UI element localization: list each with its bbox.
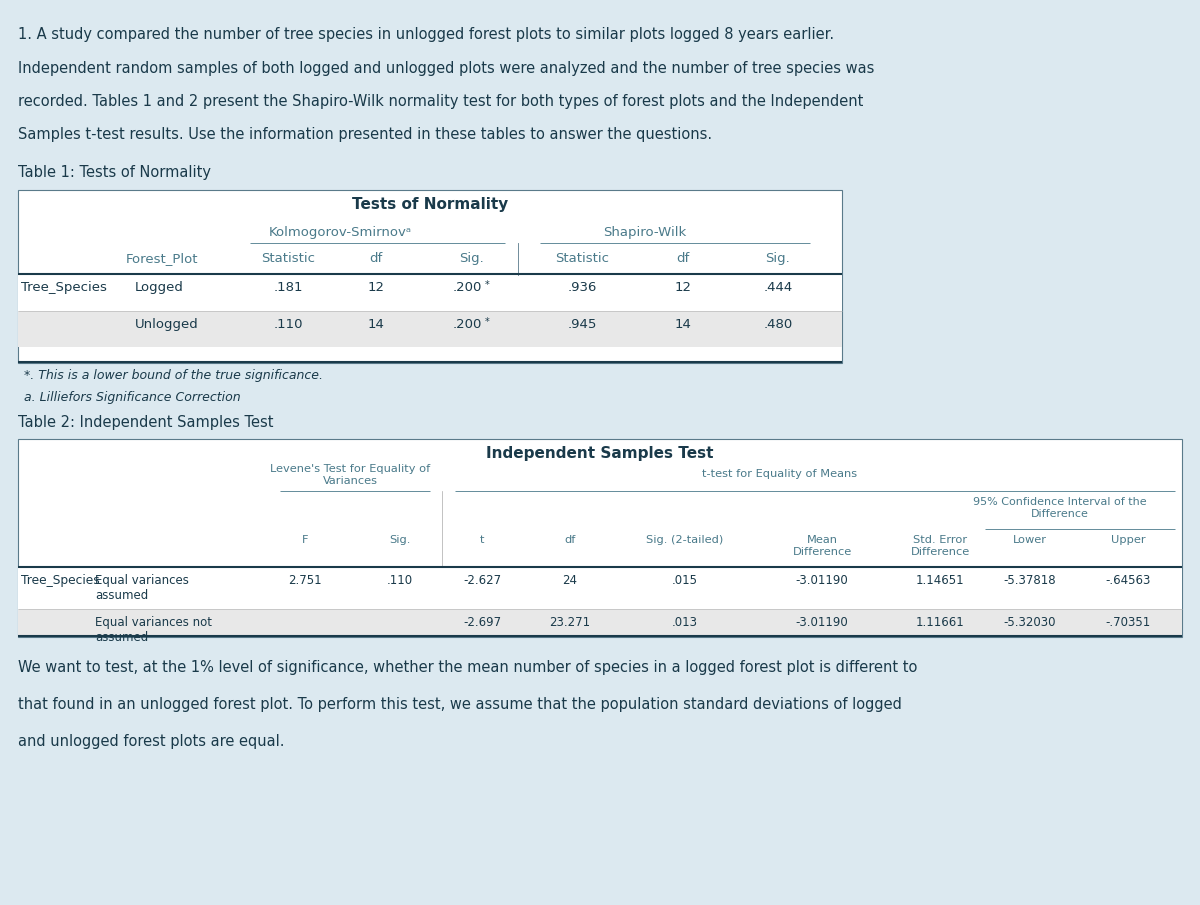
Text: a. Lilliefors Significance Correction: a. Lilliefors Significance Correction [24, 391, 241, 404]
FancyBboxPatch shape [18, 567, 1182, 609]
Text: Tree_Species: Tree_Species [22, 281, 107, 294]
Text: Sig. (2-tailed): Sig. (2-tailed) [647, 535, 724, 545]
Text: -5.37818: -5.37818 [1003, 574, 1056, 587]
Text: Tests of Normality: Tests of Normality [352, 197, 508, 212]
Text: .015: .015 [672, 574, 698, 587]
Text: Sig.: Sig. [766, 252, 791, 265]
Text: Tree_Species: Tree_Species [22, 574, 100, 587]
Text: Std. Error
Difference: Std. Error Difference [911, 535, 970, 557]
Text: .013: .013 [672, 616, 698, 629]
Text: Samples t-test results. Use the information presented in these tables to answer : Samples t-test results. Use the informat… [18, 128, 712, 142]
Text: Statistic: Statistic [554, 252, 610, 265]
Text: 14: 14 [367, 318, 384, 331]
FancyBboxPatch shape [18, 274, 842, 311]
Text: F: F [301, 535, 308, 545]
Text: Kolmogorov-Smirnovᵃ: Kolmogorov-Smirnovᵃ [269, 226, 412, 239]
Text: We want to test, at the 1% level of significance, whether the mean number of spe: We want to test, at the 1% level of sign… [18, 660, 917, 675]
Text: Equal variances
assumed: Equal variances assumed [95, 574, 188, 602]
Text: Lower: Lower [1013, 535, 1046, 545]
Text: -2.697: -2.697 [463, 616, 502, 629]
FancyBboxPatch shape [18, 190, 842, 363]
Text: Independent Samples Test: Independent Samples Test [486, 446, 714, 461]
FancyBboxPatch shape [18, 609, 1182, 637]
FancyBboxPatch shape [18, 439, 1182, 637]
Text: Equal variances not
assumed: Equal variances not assumed [95, 616, 212, 644]
Text: 1.14651: 1.14651 [916, 574, 965, 587]
Text: df: df [370, 252, 383, 265]
Text: 14: 14 [674, 318, 691, 331]
Text: t: t [480, 535, 485, 545]
Text: 23.271: 23.271 [550, 616, 590, 629]
Text: -3.01190: -3.01190 [796, 574, 848, 587]
Text: -2.627: -2.627 [463, 574, 502, 587]
Text: 12: 12 [674, 281, 691, 294]
Text: 12: 12 [367, 281, 384, 294]
Text: -.70351: -.70351 [1105, 616, 1151, 629]
Text: Sig.: Sig. [389, 535, 410, 545]
Text: df: df [564, 535, 576, 545]
Text: 24: 24 [563, 574, 577, 587]
Text: -5.32030: -5.32030 [1003, 616, 1056, 629]
Text: Unlogged: Unlogged [134, 318, 199, 331]
Text: Sig.: Sig. [460, 252, 485, 265]
Text: 1.11661: 1.11661 [916, 616, 965, 629]
Text: .110: .110 [274, 318, 302, 331]
Text: .444: .444 [763, 281, 793, 294]
Text: *: * [485, 317, 490, 327]
Text: Table 2: Independent Samples Test: Table 2: Independent Samples Test [18, 415, 274, 430]
FancyBboxPatch shape [18, 311, 842, 347]
Text: Table 1: Tests of Normality: Table 1: Tests of Normality [18, 165, 211, 180]
Text: df: df [677, 252, 690, 265]
Text: .480: .480 [763, 318, 793, 331]
Text: Upper: Upper [1111, 535, 1145, 545]
Text: 2.751: 2.751 [288, 574, 322, 587]
Text: Independent random samples of both logged and unlogged plots were analyzed and t: Independent random samples of both logge… [18, 61, 875, 75]
Text: Mean
Difference: Mean Difference [792, 535, 852, 557]
Text: that found in an unlogged forest plot. To perform this test, we assume that the : that found in an unlogged forest plot. T… [18, 697, 902, 712]
Text: Levene's Test for Equality of
Variances: Levene's Test for Equality of Variances [270, 464, 430, 486]
Text: t-test for Equality of Means: t-test for Equality of Means [702, 469, 858, 479]
Text: *: * [485, 280, 490, 290]
Text: *. This is a lower bound of the true significance.: *. This is a lower bound of the true sig… [24, 369, 323, 382]
Text: .181: .181 [274, 281, 302, 294]
Text: .200: .200 [452, 318, 481, 331]
Text: Shapiro-Wilk: Shapiro-Wilk [604, 226, 686, 239]
Text: .200: .200 [452, 281, 481, 294]
Text: 95% Confidence Interval of the
Difference: 95% Confidence Interval of the Differenc… [973, 497, 1147, 519]
Text: -3.01190: -3.01190 [796, 616, 848, 629]
Text: .945: .945 [568, 318, 596, 331]
Text: 1. A study compared the number of tree species in unlogged forest plots to simil: 1. A study compared the number of tree s… [18, 27, 834, 42]
Text: Logged: Logged [134, 281, 184, 294]
Text: Forest_Plot: Forest_Plot [126, 252, 198, 265]
Text: .936: .936 [568, 281, 596, 294]
Text: and unlogged forest plots are equal.: and unlogged forest plots are equal. [18, 734, 284, 749]
Text: .110: .110 [386, 574, 413, 587]
Text: recorded. Tables 1 and 2 present the Shapiro-Wilk normality test for both types : recorded. Tables 1 and 2 present the Sha… [18, 94, 863, 109]
Text: -.64563: -.64563 [1105, 574, 1151, 587]
Text: Statistic: Statistic [262, 252, 314, 265]
